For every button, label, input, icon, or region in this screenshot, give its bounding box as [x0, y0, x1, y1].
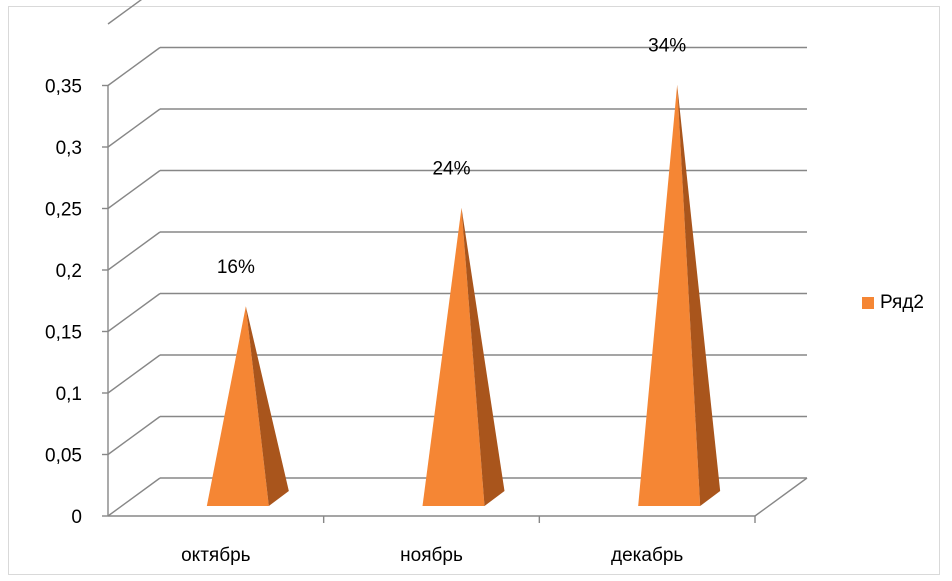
x-tick-labels: октябрь ноябрь декабрь [181, 545, 683, 566]
side-gridline [107, 169, 161, 210]
pyramid-side-face [677, 84, 721, 507]
x-tick-label: октябрь [181, 545, 251, 566]
pyramid-marks [206, 84, 721, 507]
legend-label: Ряд2 [880, 292, 924, 313]
data-label: 16% [217, 257, 255, 278]
y-tick-label: 0,1 [56, 384, 82, 405]
pyramid-side-face [245, 306, 289, 506]
side-gridline [107, 292, 161, 333]
side-gridline [107, 0, 143, 25]
pyramid-front-face [638, 84, 701, 507]
y-tick-label: 0,25 [45, 200, 82, 221]
y-tick-label: 0,2 [56, 261, 82, 282]
y-tick-label: 0,05 [45, 446, 82, 467]
data-labels: 16% 24% 34% [217, 36, 686, 278]
data-label: 24% [432, 159, 470, 180]
pyramid-front-face [422, 207, 485, 507]
side-gridline [107, 108, 161, 148]
legend-swatch [862, 297, 874, 309]
side-gridline [107, 477, 161, 517]
side-gridline [107, 354, 161, 394]
side-gridline [107, 231, 161, 271]
side-gridline [107, 415, 161, 456]
pyramid-front-face [206, 306, 269, 506]
floor-right-edge [754, 477, 808, 517]
y-tick-label: 0,3 [56, 138, 82, 159]
x-tick-label: декабрь [611, 545, 683, 566]
chart-frame [8, 6, 940, 575]
axis-layer [102, 84, 808, 523]
legend: Ряд2 [862, 292, 924, 314]
y-tick-label: 0 [71, 507, 82, 528]
y-tick-label: 0,35 [45, 77, 82, 98]
data-label: 34% [648, 36, 686, 57]
y-tick-labels: 0 0,05 0,1 0,15 0,2 0,25 0,3 0,35 [45, 77, 82, 529]
x-tick-label: ноябрь [400, 545, 463, 566]
y-tick-label: 0,15 [45, 323, 82, 344]
side-gridline [107, 46, 161, 87]
pyramid-side-face [461, 207, 505, 507]
